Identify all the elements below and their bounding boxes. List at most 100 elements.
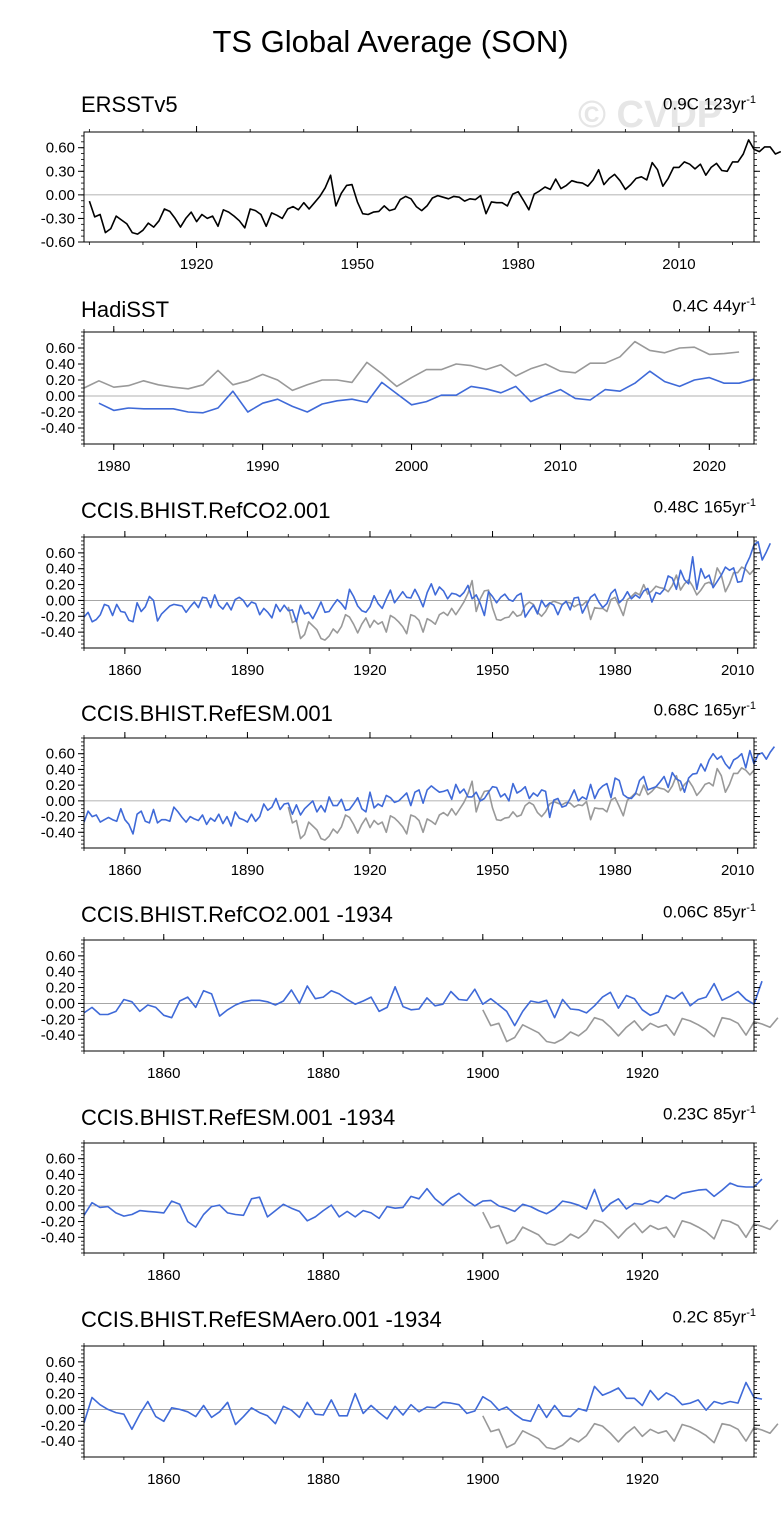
panel-5-series-main	[83, 980, 763, 1027]
panel-4-trend-exponent: -1	[746, 700, 756, 712]
panel-3-trend: 0.48C 165yr-1	[654, 497, 756, 518]
panel-5-x-tick-label: 1860	[147, 1065, 180, 1082]
panel-5-y-tick-label: -0.20	[41, 1011, 75, 1028]
panel-3-x-tick-label: 1860	[108, 662, 141, 679]
panel-2-trend-exponent: -1	[746, 296, 756, 308]
panel-1-trend: 0.9C 123yr-1	[663, 94, 756, 115]
panel-6-y-tick-label: 0.60	[46, 1151, 75, 1168]
panel-3-trend-exponent: -1	[746, 497, 756, 509]
panel-6-y-tick-label: -0.40	[41, 1229, 75, 1246]
panel-7-series-main	[83, 1381, 763, 1431]
panel-3-x-tick-label: 1980	[598, 662, 631, 679]
panel-2-x-tick-label: 1980	[97, 458, 130, 475]
panel-2-trend-value: 0.4C 44yr	[672, 296, 747, 316]
panel-2-y-tick-label: 0.20	[46, 372, 75, 389]
panel-4-y-tick-label: 0.60	[46, 746, 75, 763]
panel-5-x-tick-label: 1900	[466, 1065, 499, 1082]
panel-3-y-tick-label: -0.40	[41, 624, 75, 641]
panel-7-x-tick-label: 1860	[147, 1471, 180, 1488]
panel-2-y-tick-label: -0.20	[41, 404, 75, 421]
panel-7-y-tick-label: -0.40	[41, 1433, 75, 1450]
panel-7-x-tick-label: 1880	[307, 1471, 340, 1488]
panel-2-trend: 0.4C 44yr-1	[673, 296, 756, 317]
panel-3-y-tick-label: -0.20	[41, 608, 75, 625]
panel-2-y-tick-label: 0.40	[46, 356, 75, 373]
panel-2-y-tick-label: 0.00	[46, 388, 75, 405]
panel-5-title: CCIS.BHIST.RefCO2.001 -1934	[81, 902, 393, 927]
panel-5-y-tick-label: -0.40	[41, 1027, 75, 1044]
panel-5-series-reference	[482, 1009, 779, 1044]
panel-1-title: ERSSTv5	[81, 92, 178, 117]
panel-5-y-tick-label: 0.00	[46, 995, 75, 1012]
panel-7-frame	[83, 1345, 755, 1458]
panel-4-x-tick-label: 1950	[476, 862, 509, 879]
panel-4-y-tick-label: 0.00	[46, 793, 75, 810]
panel-4-y-tick-label: -0.20	[41, 809, 75, 826]
panel-7-series-reference	[482, 1415, 779, 1450]
panel-1-trend-exponent: -1	[746, 94, 756, 106]
panel-3-frame	[83, 536, 755, 649]
panel-7-x-tick-label: 1900	[466, 1471, 499, 1488]
panel-6-y-tick-label: 0.20	[46, 1182, 75, 1199]
panel-2-y-tick-label: -0.40	[41, 420, 75, 437]
panel-5-trend-value: 0.06C 85yr	[663, 902, 747, 922]
panel-5-y-tick-label: 0.60	[46, 948, 75, 965]
panel-4-series-reference	[287, 767, 755, 841]
panel-2-x-tick-label: 2000	[395, 458, 428, 475]
panel-6-series-main	[83, 1178, 763, 1228]
panel-6-y-tick-label: 0.00	[46, 1198, 75, 1215]
panel-1-x-tick-label: 1980	[501, 256, 534, 273]
panel-7-y-tick-label: -0.20	[41, 1417, 75, 1434]
panel-6-trend-exponent: -1	[746, 1104, 756, 1116]
panel-4-y-tick-label: -0.40	[41, 824, 75, 841]
panel-1-x-tick-label: 2010	[662, 256, 695, 273]
panel-4-series-main	[83, 746, 776, 835]
panel-3-y-tick-label: 0.20	[46, 577, 75, 594]
panel-6-x-tick-label: 1900	[466, 1267, 499, 1284]
panel-1-trend-value: 0.9C 123yr	[663, 94, 747, 114]
panel-4-y-tick-label: 0.40	[46, 761, 75, 778]
panel-4-y-tick-label: 0.20	[46, 777, 75, 794]
panel-3-y-tick-label: 0.00	[46, 592, 75, 609]
panel-2-x-tick-label: 2020	[693, 458, 726, 475]
panel-6-y-tick-label: -0.20	[41, 1214, 75, 1231]
panel-4-x-tick-label: 2010	[721, 862, 754, 879]
panel-2-x-tick-label: 2010	[544, 458, 577, 475]
panel-6-x-tick-label: 1880	[307, 1267, 340, 1284]
panel-4-x-tick-label: 1920	[353, 862, 386, 879]
panel-6-x-tick-label: 1860	[147, 1267, 180, 1284]
panel-7-y-tick-label: 0.20	[46, 1386, 75, 1403]
panel-3-y-tick-label: 0.60	[46, 545, 75, 562]
panel-3-series-main	[83, 540, 772, 623]
panel-6-title: CCIS.BHIST.RefESM.001 -1934	[81, 1105, 396, 1130]
panel-3-title: CCIS.BHIST.RefCO2.001	[81, 498, 331, 523]
panel-4-trend: 0.68C 165yr-1	[654, 700, 756, 721]
panel-6-y-tick-label: 0.40	[46, 1166, 75, 1183]
panel-3-x-tick-label: 2010	[721, 662, 754, 679]
panel-3-x-tick-label: 1890	[231, 662, 264, 679]
panel-3-y-tick-label: 0.40	[46, 561, 75, 578]
panel-7-title: CCIS.BHIST.RefESMAero.001 -1934	[81, 1307, 442, 1332]
panel-1-x-tick-label: 1920	[180, 256, 213, 273]
panel-3-series-reference	[287, 566, 755, 641]
panel-1-y-tick-label: -0.30	[41, 210, 75, 227]
panel-7-y-tick-label: 0.60	[46, 1354, 75, 1371]
panel-2-series-reference	[83, 340, 740, 392]
panel-1-y-tick-label: 0.30	[46, 163, 75, 180]
panel-6-x-tick-label: 1920	[626, 1267, 659, 1284]
panel-3-x-tick-label: 1950	[476, 662, 509, 679]
panel-2-y-tick-label: 0.60	[46, 340, 75, 357]
panel-1-frame	[83, 131, 755, 243]
panel-3-x-tick-label: 1920	[353, 662, 386, 679]
panel-6-series-reference	[482, 1211, 779, 1246]
panel-5-frame	[83, 939, 755, 1052]
panel-4-x-tick-label: 1980	[598, 862, 631, 879]
panel-4-title: CCIS.BHIST.RefESM.001	[81, 701, 333, 726]
panel-5-x-tick-label: 1920	[626, 1065, 659, 1082]
panel-7-y-tick-label: 0.40	[46, 1370, 75, 1387]
panel-7-y-tick-label: 0.00	[46, 1401, 75, 1418]
panel-4-x-tick-label: 1890	[231, 862, 264, 879]
panel-6-trend: 0.23C 85yr-1	[663, 1104, 756, 1125]
panel-4-frame	[83, 737, 755, 849]
